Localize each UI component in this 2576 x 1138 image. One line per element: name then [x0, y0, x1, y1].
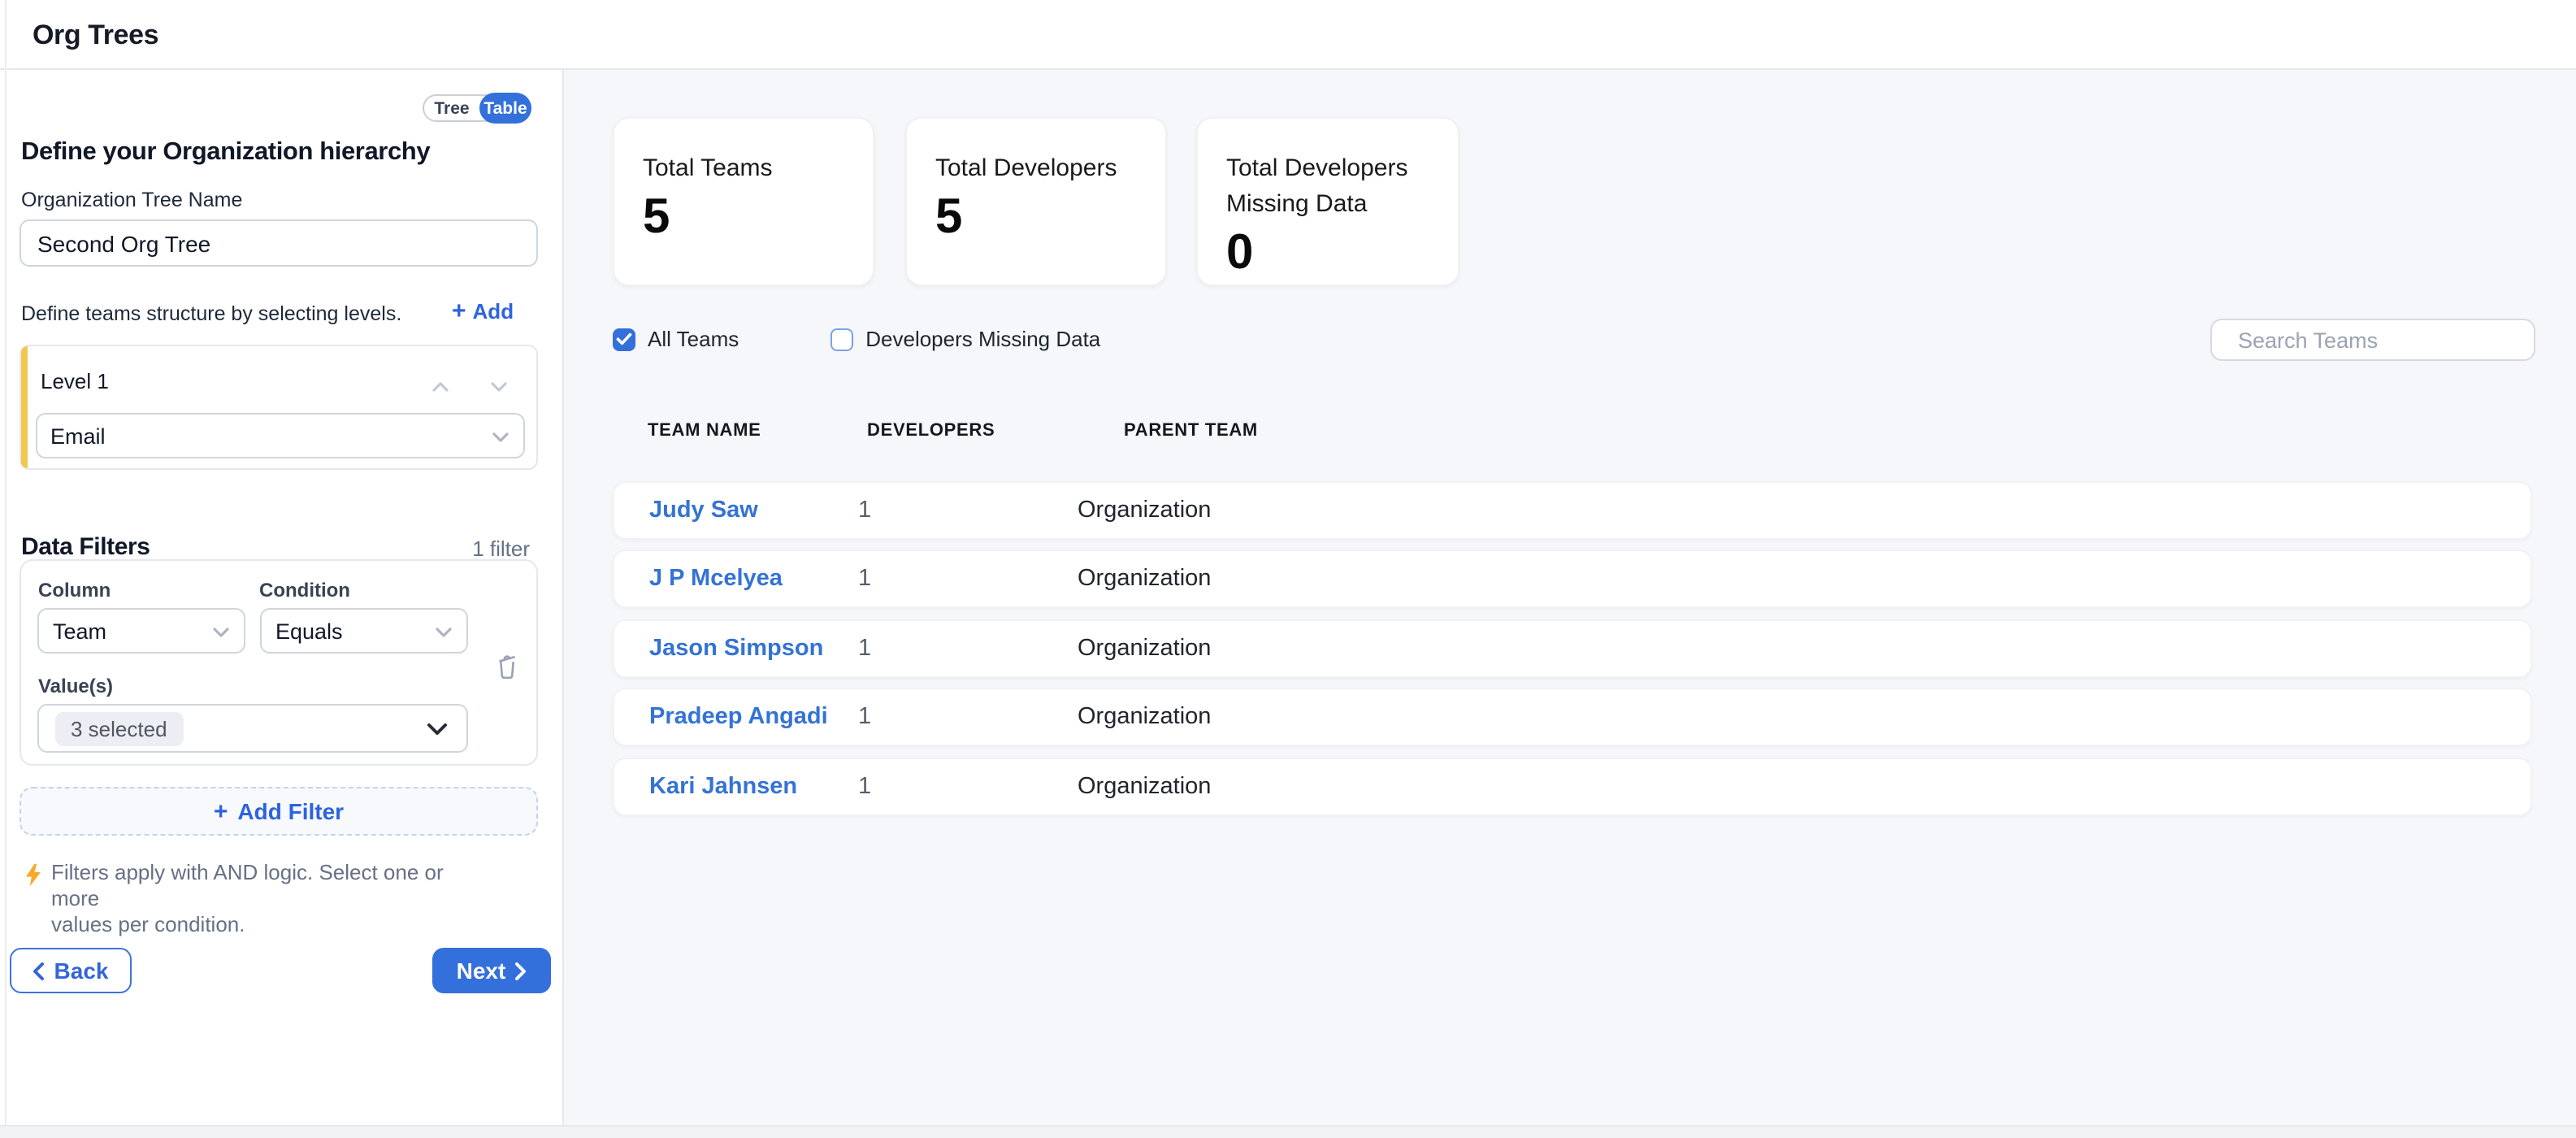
- column-header-developers: DEVELOPERS: [867, 421, 995, 441]
- column-header-parent-team: PARENT TEAM: [1124, 421, 1258, 441]
- tree-name-label: Organization Tree Name: [21, 189, 243, 211]
- filters-note: Filters apply with AND logic. Select one…: [51, 860, 497, 938]
- add-level-button[interactable]: + Add: [452, 298, 514, 325]
- table-row: Jason Simpson 1 Organization: [612, 619, 2531, 678]
- table-row: Pradeep Angadi 1 Organization: [612, 688, 2531, 747]
- chevron-left-icon: [33, 962, 45, 979]
- level-field-value: Email: [50, 423, 106, 448]
- check-icon: [615, 332, 631, 345]
- app-header: Org Trees: [0, 0, 2576, 70]
- add-level-label: Add: [472, 299, 514, 324]
- chevron-down-icon: [491, 382, 507, 392]
- column-label: Column: [38, 579, 111, 602]
- stat-value: 0: [1226, 226, 1254, 280]
- filter-count-badge: 1 filter: [472, 536, 530, 561]
- add-filter-label: Add Filter: [237, 798, 345, 824]
- stat-value: 5: [643, 190, 670, 244]
- search-teams-box: [2210, 319, 2535, 361]
- developers-count: 1: [858, 566, 872, 593]
- team-name-link[interactable]: Jason Simpson: [649, 635, 824, 662]
- selected-count-chip: 3 selected: [54, 711, 184, 745]
- parent-team: Organization: [1078, 497, 1212, 523]
- table-row: J P Mcelyea 1 Organization: [612, 549, 2531, 609]
- parent-team: Organization: [1078, 773, 1212, 800]
- level-field-select[interactable]: Email: [36, 413, 525, 458]
- condition-label: Condition: [259, 579, 350, 602]
- table-row: Kari Jahnsen 1 Organization: [612, 757, 2531, 816]
- all-teams-label: All Teams: [648, 327, 739, 351]
- back-label: Back: [54, 958, 109, 984]
- stat-label: Total Developers: [935, 154, 1117, 182]
- chevron-down-icon: [212, 616, 228, 645]
- parent-team: Organization: [1078, 635, 1212, 662]
- level-card: Level 1 Email: [20, 345, 538, 470]
- table-row: Judy Saw 1 Organization: [612, 481, 2531, 540]
- lightning-bolt-icon: [24, 863, 42, 896]
- parent-team: Organization: [1078, 566, 1212, 593]
- back-button[interactable]: Back: [10, 948, 132, 993]
- tree-name-input[interactable]: [20, 219, 538, 267]
- stat-card-developers-missing-data: Total Developers Missing Data 0: [1195, 117, 1459, 286]
- filter-values-select[interactable]: 3 selected: [37, 704, 467, 753]
- data-filters-heading: Data Filters: [21, 533, 150, 561]
- developers-count: 1: [858, 773, 872, 800]
- chevron-down-icon: [435, 616, 451, 645]
- next-button[interactable]: Next: [432, 948, 551, 993]
- developers-count: 1: [858, 497, 872, 523]
- toggle-option-table[interactable]: Table: [479, 93, 531, 124]
- filter-column-select[interactable]: Team: [37, 608, 245, 654]
- stat-value: 5: [935, 190, 963, 244]
- values-label: Value(s): [38, 675, 114, 697]
- page-title: Org Trees: [33, 20, 159, 50]
- stat-card-total-developers: Total Developers 5: [904, 117, 1166, 286]
- add-filter-button[interactable]: + Add Filter: [20, 787, 538, 836]
- developers-count: 1: [858, 704, 872, 731]
- team-name-link[interactable]: Judy Saw: [649, 497, 758, 523]
- move-level-up-button[interactable]: [432, 371, 449, 400]
- main-content: Total Teams 5 Total Developers 5 Total D…: [564, 70, 2576, 1125]
- filter-card: Column Condition Team Equals: [20, 559, 538, 766]
- chevron-up-icon: [432, 382, 449, 392]
- stat-label: Total Teams: [643, 154, 773, 182]
- chevron-down-icon: [492, 421, 509, 450]
- window-left-border: [5, 0, 7, 1138]
- team-filter-row: All Teams Developers Missing Data: [612, 327, 1100, 351]
- stat-card-total-teams: Total Teams 5: [612, 117, 874, 286]
- developers-count: 1: [858, 635, 872, 662]
- parent-team: Organization: [1078, 704, 1212, 731]
- next-label: Next: [456, 958, 506, 984]
- filter-condition-value: Equals: [275, 619, 343, 643]
- search-teams-input[interactable]: [2235, 326, 2529, 354]
- view-toggle[interactable]: Tree Table: [423, 93, 531, 124]
- toggle-option-tree[interactable]: Tree: [434, 98, 470, 118]
- filters-note-line1: Filters apply with AND logic. Select one…: [51, 860, 444, 910]
- sidebar-heading: Define your Organization hierarchy: [21, 138, 431, 166]
- filter-column-value: Team: [53, 619, 107, 643]
- level-title: Level 1: [41, 369, 109, 393]
- all-teams-checkbox[interactable]: [612, 328, 635, 350]
- developers-missing-data-label: Developers Missing Data: [865, 327, 1101, 351]
- team-name-link[interactable]: Pradeep Angadi: [649, 704, 828, 731]
- stat-label: Total Developers Missing Data: [1226, 154, 1408, 218]
- delete-filter-button[interactable]: [492, 652, 522, 681]
- plus-icon: +: [213, 797, 228, 825]
- chevron-down-icon: [427, 714, 446, 743]
- developers-missing-data-checkbox[interactable]: [830, 328, 853, 350]
- chevron-right-icon: [515, 962, 527, 979]
- levels-hint: Define teams structure by selecting leve…: [21, 302, 402, 325]
- column-header-team-name: TEAM NAME: [648, 421, 761, 441]
- bottom-edge-strip: [0, 1125, 2576, 1138]
- filter-condition-select[interactable]: Equals: [259, 608, 467, 654]
- filters-note-line2: values per condition.: [51, 912, 245, 936]
- team-name-link[interactable]: J P Mcelyea: [649, 566, 783, 593]
- trash-icon: [499, 655, 515, 680]
- config-sidebar: Tree Table Define your Organization hier…: [0, 70, 564, 1125]
- plus-icon: +: [452, 298, 466, 325]
- table-header: TEAM NAME DEVELOPERS PARENT TEAM: [612, 421, 2531, 447]
- move-level-down-button[interactable]: [491, 371, 507, 400]
- level-accent-bar: [21, 346, 28, 468]
- team-name-link[interactable]: Kari Jahnsen: [649, 773, 798, 800]
